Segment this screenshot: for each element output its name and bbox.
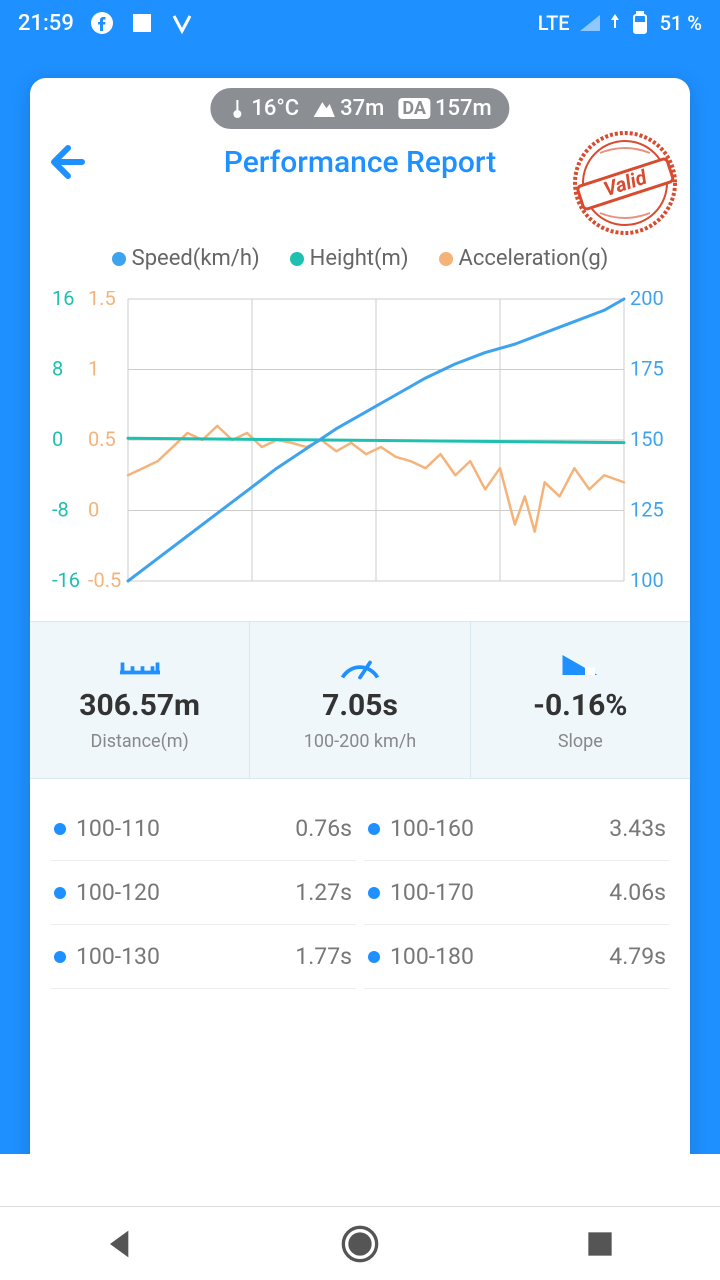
split-time: 1.27s	[295, 879, 352, 906]
facebook-icon	[90, 11, 114, 35]
svg-text:8: 8	[52, 357, 63, 381]
split-row: 100-110 0.76s	[50, 797, 356, 861]
svg-text:100: 100	[630, 568, 664, 591]
signal-icon	[578, 11, 602, 35]
mountain-icon	[313, 100, 335, 118]
slope-label: Slope	[558, 731, 603, 752]
split-row: 100-130 1.77s	[50, 925, 356, 989]
splits-table: 100-1100.76s100-1603.43s100-1201.27s100-…	[30, 779, 690, 1007]
thermometer-icon	[228, 98, 246, 120]
svg-text:1: 1	[88, 357, 99, 381]
back-button[interactable]	[46, 138, 94, 186]
svg-text:0: 0	[52, 427, 63, 451]
valid-stamp: Valid	[570, 128, 680, 238]
split-time: 4.06s	[609, 879, 666, 906]
page-title: Performance Report	[94, 145, 626, 180]
bullet-icon	[368, 951, 380, 963]
chart-container: 200 175 150 125 100 16 8 0 -8 -16 1.5 1 0.5 0 -0.5	[30, 291, 690, 621]
svg-text:-16: -16	[52, 568, 80, 591]
clock: 21:59	[18, 11, 74, 36]
split-range: 100-160	[368, 815, 474, 842]
altitude-value: 37m	[340, 96, 384, 121]
legend-accel-label: Acceleration(g)	[459, 246, 609, 271]
bullet-icon	[54, 951, 66, 963]
split-range: 100-180	[368, 943, 474, 970]
split-range: 100-120	[54, 879, 160, 906]
v-icon	[170, 11, 194, 35]
content-area: 16°C 37m DA 157m Performance Report Vali…	[0, 46, 720, 1200]
svg-text:-8: -8	[52, 498, 69, 522]
slope-value: -0.16%	[533, 688, 627, 723]
legend-height-label: Height(m)	[310, 246, 409, 271]
upload-icon	[610, 14, 620, 32]
altitude-segment: 37m	[313, 96, 384, 121]
time-metric: 7.05s 100-200 km/h	[250, 622, 470, 778]
network-label: LTE	[538, 11, 570, 35]
svg-text:1.5: 1.5	[88, 291, 116, 310]
split-row: 100-160 3.43s	[364, 797, 670, 861]
svg-text:0: 0	[88, 498, 99, 522]
status-bar: 21:59 LTE 51 %	[0, 0, 720, 46]
da-segment: DA 157m	[398, 96, 491, 121]
distance-label: Distance(m)	[91, 731, 189, 752]
bottom-spacer	[0, 1154, 720, 1206]
slope-metric: -0.16% Slope	[471, 622, 690, 778]
nav-recent-button[interactable]	[580, 1224, 620, 1264]
gauge-icon	[335, 650, 385, 680]
split-row: 100-180 4.79s	[364, 925, 670, 989]
distance-metric: 306.57m Distance(m)	[30, 622, 250, 778]
android-nav-bar	[0, 1206, 720, 1280]
legend-speed-label: Speed(km/h)	[132, 246, 260, 271]
status-right: LTE 51 %	[538, 11, 702, 35]
svg-text:200: 200	[630, 291, 664, 310]
nav-home-button[interactable]	[340, 1224, 380, 1264]
split-range: 100-170	[368, 879, 474, 906]
ruler-icon	[115, 650, 165, 680]
legend-height: Height(m)	[290, 246, 409, 271]
bullet-icon	[54, 823, 66, 835]
split-range: 100-110	[54, 815, 160, 842]
split-time: 3.43s	[609, 815, 666, 842]
app-icon	[130, 11, 154, 35]
bullet-icon	[368, 823, 380, 835]
svg-text:125: 125	[630, 498, 664, 522]
report-card: 16°C 37m DA 157m Performance Report Vali…	[30, 78, 690, 1200]
split-time: 1.77s	[295, 943, 352, 970]
slope-icon	[555, 650, 605, 680]
split-time: 4.79s	[609, 943, 666, 970]
performance-chart[interactable]: 200 175 150 125 100 16 8 0 -8 -16 1.5 1 0.5 0 -0.5	[44, 291, 676, 591]
temp-value: 16°C	[251, 96, 299, 121]
status-left: 21:59	[18, 11, 194, 36]
split-time: 0.76s	[295, 815, 352, 842]
bullet-icon	[54, 887, 66, 899]
conditions-pill: 16°C 37m DA 157m	[210, 88, 509, 129]
battery-icon	[628, 11, 652, 35]
da-label: DA	[398, 98, 430, 119]
da-value: 157m	[435, 96, 492, 121]
time-value: 7.05s	[322, 688, 398, 723]
svg-text:16: 16	[52, 291, 74, 310]
svg-text:0.5: 0.5	[88, 427, 116, 451]
split-row: 100-120 1.27s	[50, 861, 356, 925]
nav-back-button[interactable]	[100, 1224, 140, 1264]
split-row: 100-170 4.06s	[364, 861, 670, 925]
svg-text:175: 175	[630, 357, 664, 381]
legend-accel: Acceleration(g)	[439, 246, 609, 271]
metrics-row: 306.57m Distance(m) 7.05s 100-200 km/h -…	[30, 621, 690, 779]
legend-speed: Speed(km/h)	[112, 246, 260, 271]
distance-value: 306.57m	[79, 688, 200, 723]
svg-text:-0.5: -0.5	[88, 568, 121, 591]
battery-label: 51 %	[660, 11, 702, 35]
split-range: 100-130	[54, 943, 160, 970]
bullet-icon	[368, 887, 380, 899]
temp-segment: 16°C	[228, 96, 299, 121]
svg-text:150: 150	[630, 427, 664, 451]
time-label: 100-200 km/h	[304, 731, 416, 752]
